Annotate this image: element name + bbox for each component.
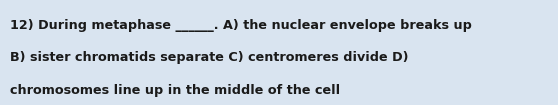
Text: 12) During metaphase ______. A) the nuclear envelope breaks up: 12) During metaphase ______. A) the nucl… xyxy=(10,19,472,32)
Text: chromosomes line up in the middle of the cell: chromosomes line up in the middle of the… xyxy=(10,84,340,97)
Text: B) sister chromatids separate C) centromeres divide D): B) sister chromatids separate C) centrom… xyxy=(10,51,408,64)
